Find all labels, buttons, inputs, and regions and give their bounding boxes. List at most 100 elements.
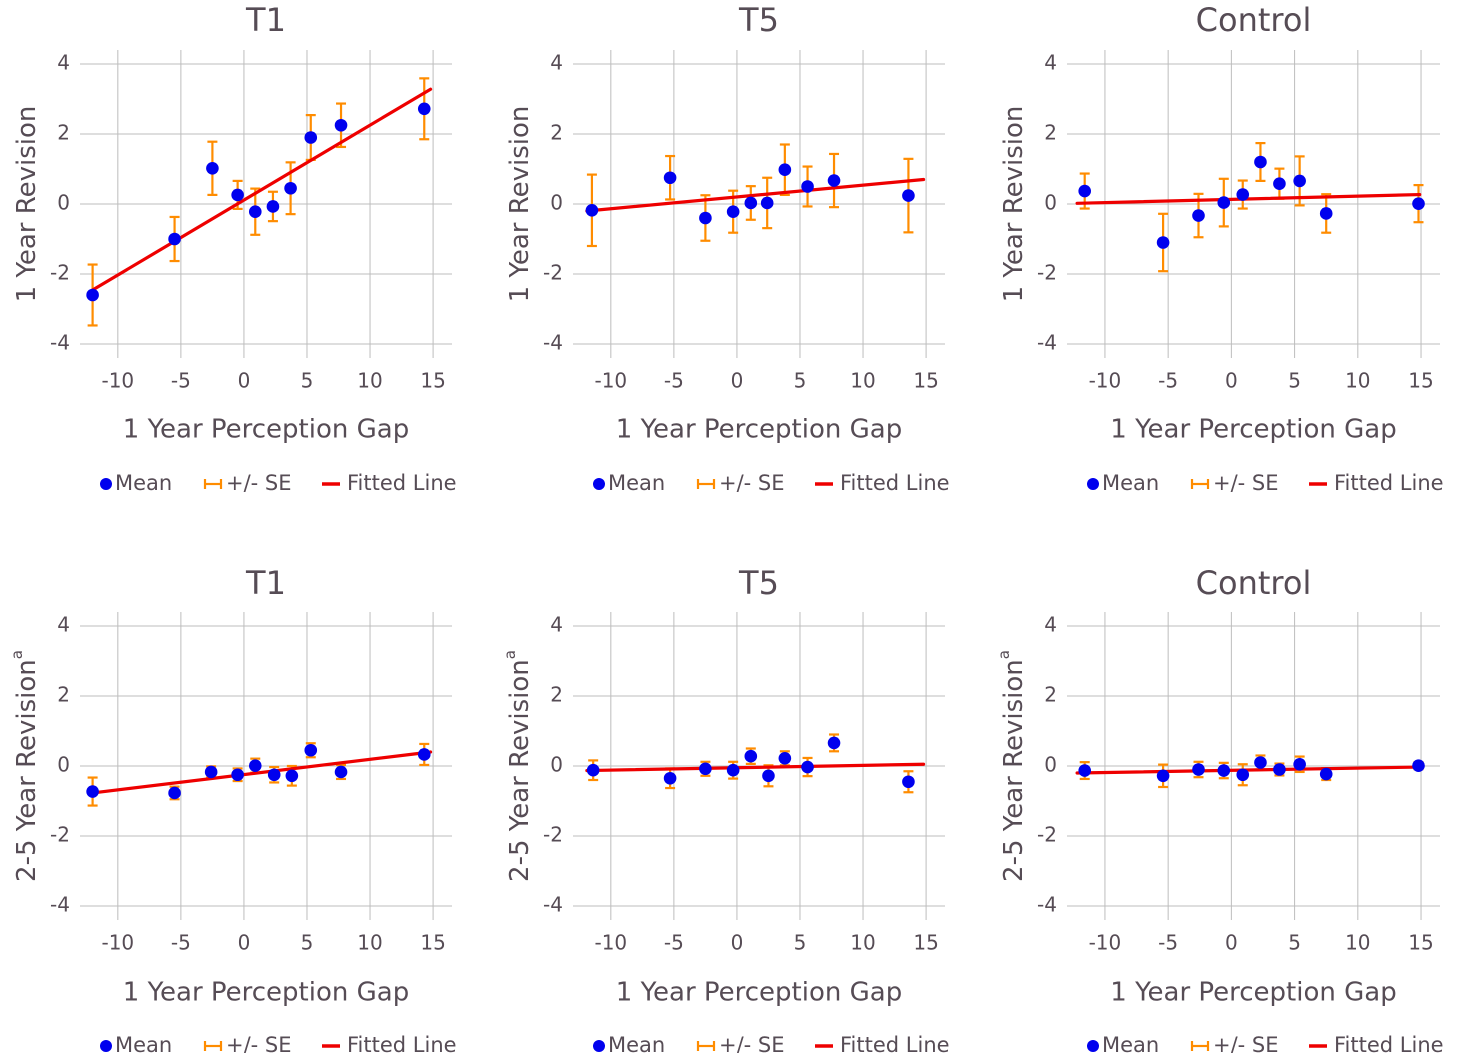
x-tick-label: 0	[1225, 931, 1238, 955]
fitted-line	[91, 750, 433, 795]
mean-point	[284, 181, 297, 195]
mean-point	[86, 785, 99, 798]
legend-se-marker	[203, 479, 223, 489]
y-tick-label: 2	[1044, 121, 1057, 145]
legend-fit-label: Fitted Line	[840, 471, 950, 495]
panel-2: T5 -4 -2 0 2 4 -10 -5 0 5 10 15 1 Year Perception Ga…	[505, 1, 950, 495]
mean-point	[1236, 188, 1250, 201]
y-tick-label: 4	[57, 613, 70, 637]
fitted-line	[88, 87, 433, 294]
legend-se-label: +/- SE	[1213, 471, 1279, 495]
mean-point	[1293, 174, 1306, 188]
x-tick-label: 15	[913, 931, 938, 955]
x-tick-label: 15	[1408, 369, 1433, 393]
mean-point	[266, 200, 280, 213]
mean-point	[1192, 209, 1205, 222]
legend-fit-label: Fitted Line	[840, 1033, 950, 1053]
legend-se-marker	[696, 479, 716, 489]
legend: Mean +/- SE Fitted Line	[1087, 1033, 1444, 1057]
y-tick-label: 4	[550, 613, 563, 637]
mean-point	[1236, 768, 1250, 782]
x-tick-label: 5	[794, 931, 807, 955]
mean-point	[334, 118, 348, 132]
mean-point	[417, 102, 431, 116]
chart-title: T1	[245, 564, 286, 602]
mean-point	[1319, 767, 1333, 781]
mean-point	[902, 189, 915, 202]
legend-mean-marker	[593, 478, 605, 490]
x-tick-label: -5	[171, 931, 191, 955]
x-tick-label: 15	[913, 369, 938, 393]
x-tick-label: -5	[664, 369, 684, 393]
x-tick-label: 0	[731, 369, 744, 393]
legend-se-marker	[1190, 1041, 1210, 1051]
panel-6: Control -4 -2 0 2 4 -10 -5 0 5 10 15 1 Year Percepti…	[995, 564, 1444, 1057]
legend-mean-label: Mean	[608, 471, 665, 495]
y-tick-label: -4	[50, 893, 70, 917]
chart-title: T1	[245, 1, 286, 39]
mean-point	[1293, 757, 1306, 771]
x-tick-label: -5	[171, 369, 191, 393]
fitted-line	[1075, 765, 1422, 775]
mean-point	[827, 174, 841, 187]
mean-point	[1078, 764, 1092, 777]
y-axis-label-text: 1 Year Revision	[505, 106, 535, 303]
mean-point	[726, 205, 740, 218]
mean-point	[586, 763, 600, 777]
x-tick-label: 10	[850, 369, 875, 393]
x-tick-label: -5	[1158, 369, 1178, 393]
x-tick-label: 5	[301, 931, 314, 955]
y-tick-label: -2	[1037, 823, 1057, 847]
mean-point	[1217, 196, 1231, 209]
y-tick-label: 0	[57, 753, 70, 777]
mean-point	[1254, 756, 1267, 769]
y-tick-label: 2	[550, 121, 563, 145]
x-tick-label: 5	[301, 369, 314, 393]
y-axis-label-superscript: a	[501, 650, 519, 659]
legend-se-marker	[203, 1041, 223, 1051]
y-tick-label: -4	[543, 331, 563, 355]
mean-point	[206, 162, 219, 175]
x-tick-label: 15	[420, 369, 445, 393]
y-tick-label: 4	[57, 51, 70, 75]
y-axis-label-text: 2-5 Year Revision	[12, 659, 42, 882]
mean-point	[1319, 207, 1333, 220]
legend-se-label: +/- SE	[719, 471, 785, 495]
legend-se-label: +/- SE	[719, 1033, 785, 1053]
legend: Mean +/- SE Fitted Line	[593, 1033, 950, 1057]
mean-point	[699, 762, 712, 776]
mean-point	[304, 131, 318, 144]
fitted-line	[585, 177, 926, 213]
y-tick-label: 2	[550, 683, 563, 707]
x-tick-label: 10	[850, 931, 875, 955]
legend-fit-label: Fitted Line	[347, 1033, 457, 1053]
mean-point	[267, 768, 281, 782]
mean-point	[760, 196, 774, 210]
mean-point	[778, 163, 792, 176]
legend-fit-label: Fitted Line	[1334, 471, 1444, 495]
legend-mean-label: Mean	[1102, 1033, 1159, 1053]
mean-point	[663, 171, 677, 185]
mean-point	[248, 759, 262, 772]
mean-point	[801, 760, 814, 774]
chart-title: T5	[738, 1, 779, 39]
x-tick-label: 10	[1345, 369, 1370, 393]
y-tick-label: 4	[1044, 51, 1057, 75]
y-axis-label: 1 Year Revision	[505, 106, 535, 303]
mean-point	[1273, 763, 1286, 776]
legend-mean-marker	[1087, 478, 1099, 490]
x-tick-label: -10	[1089, 931, 1122, 955]
legend-mean-marker	[1087, 1040, 1099, 1052]
mean-point	[168, 232, 181, 246]
mean-point	[248, 205, 262, 218]
y-axis-label-text: 2-5 Year Revision	[505, 659, 535, 882]
legend-mean-marker	[593, 1040, 605, 1052]
legend-fit-label: Fitted Line	[1334, 1033, 1444, 1053]
legend-mean-marker	[100, 1040, 112, 1052]
x-axis-label: 1 Year Perception Gap	[616, 978, 902, 1008]
legend-mean-label: Mean	[608, 1033, 665, 1053]
fitted-line	[585, 762, 926, 773]
x-tick-label: 10	[357, 369, 382, 393]
mean-point	[1412, 759, 1425, 772]
